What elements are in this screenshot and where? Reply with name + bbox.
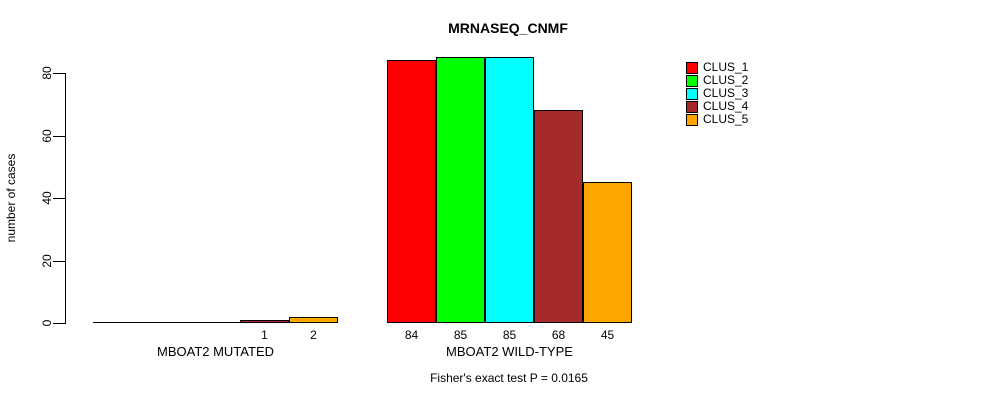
legend: CLUS_1 CLUS_2 CLUS_3 CLUS_4 CLUS_5 [686,61,748,126]
legend-swatch [686,61,698,74]
group-label: MBOAT2 MUTATED [157,344,274,359]
y-tick [53,261,65,262]
bar-value-label: 85 [453,328,468,342]
y-tick-label: 0 [40,319,54,327]
chart-title: MRNASEQ_CNMF [448,20,568,36]
bar-value-label: 1 [261,328,268,342]
legend-item: CLUS_5 [686,113,748,126]
bar-clus_2 [436,57,485,323]
legend-label: CLUS_4 [703,99,749,113]
y-tick-label: 60 [40,129,54,143]
legend-item: CLUS_4 [686,100,748,113]
footnote: Fisher's exact test P = 0.0165 [430,371,588,385]
y-tick [53,198,65,199]
legend-swatch [686,87,698,100]
zero-height-bar [93,322,143,323]
y-tick-label: 80 [40,66,54,80]
bar-clus_5 [583,182,632,323]
bar-clus_4 [240,320,289,323]
legend-swatch [686,74,698,87]
legend-label: CLUS_2 [703,73,749,87]
legend-item: CLUS_1 [686,61,748,74]
group-label: MBOAT2 WILD-TYPE [446,344,573,359]
bar-value-label: 2 [310,328,317,342]
zero-height-bar [142,322,192,323]
y-tick [53,73,65,74]
bar-clus_1 [387,60,436,323]
zero-height-bar [191,322,241,323]
y-tick [53,323,65,324]
legend-swatch [686,113,698,126]
bar-value-label: 84 [404,328,419,342]
legend-label: CLUS_1 [703,60,749,74]
y-tick-label: 40 [40,191,54,205]
y-axis-label: number of cases [4,153,18,243]
y-tick [53,136,65,137]
bar-clus_3 [485,57,534,323]
legend-label: CLUS_3 [703,86,749,100]
bar-value-label: 85 [502,328,517,342]
bar-clus_5 [289,317,338,323]
legend-swatch [686,100,698,113]
legend-item: CLUS_3 [686,87,748,100]
bar-clus_4 [534,110,583,323]
bar-value-label: 45 [600,328,615,342]
y-axis-line [65,73,66,324]
bar-value-label: 68 [551,328,566,342]
legend-label: CLUS_5 [703,112,749,126]
y-tick-label: 20 [40,254,54,268]
legend-item: CLUS_2 [686,74,748,87]
